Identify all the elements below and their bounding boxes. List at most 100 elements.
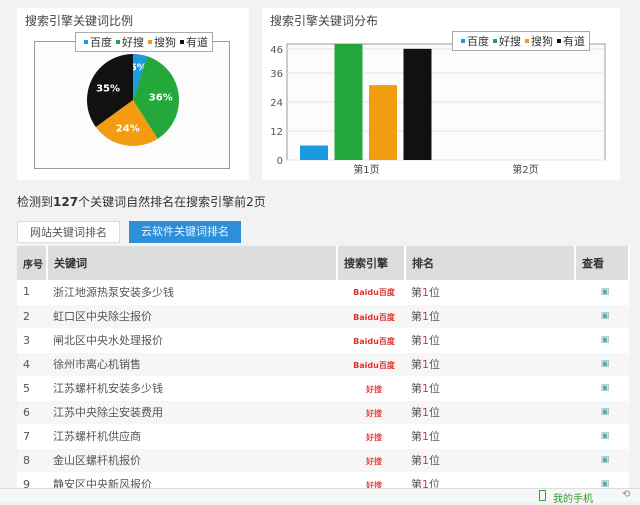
legend-marker [557, 39, 561, 43]
row-keyword: 江苏螺杆机安装多少钱 [47, 376, 337, 401]
col-view: 查看 [575, 246, 630, 280]
pie-label: 24% [116, 124, 140, 135]
row-no: 7 [17, 424, 47, 449]
legend-marker [525, 39, 529, 43]
row-rank: 第1位 [405, 352, 575, 377]
row-keyword: 闸北区中央水处理报价 [47, 328, 337, 353]
bar-好搜[interactable] [334, 44, 363, 160]
col-no: 序号 [17, 246, 48, 280]
row-no: 4 [17, 352, 47, 377]
pie-slice-3[interactable] [87, 54, 133, 128]
row-rank: 第1位 [405, 328, 575, 353]
engine-logo: 好搜 [337, 424, 405, 449]
row-keyword: 金山区螺杆机报价 [47, 448, 337, 473]
pie-slice-0[interactable] [133, 54, 148, 100]
bar-百度[interactable] [300, 145, 328, 161]
tab-cloud-keyword-rank[interactable]: 云软件关键词排名 [129, 221, 241, 243]
view-icon[interactable]: ▣ [575, 448, 629, 473]
row-rank: 第1位 [405, 448, 575, 473]
pie-label: 36% [149, 92, 173, 103]
row-no: 8 [17, 448, 47, 473]
col-rank: 排名 [405, 246, 576, 280]
pie-panel: 搜索引擎关键词比例 百度 好搜 搜狗 有道 5% 36% 24% 35% [17, 8, 249, 180]
table-row: 8 金山区螺杆机报价 好搜 第1位 ▣ [17, 448, 629, 473]
engine-logo: 好搜 [337, 448, 405, 473]
engine-logo: 好搜 [337, 400, 405, 425]
view-icon[interactable]: ▣ [575, 280, 629, 305]
engine-logo: Baidu百度 [337, 280, 405, 305]
y-tick-label: 0 [277, 156, 283, 167]
table-row: 6 江苏中央除尘安装费用 好搜 第1位 ▣ [17, 400, 629, 425]
pie-slice-2[interactable] [95, 100, 158, 146]
tab-site-keyword-rank[interactable]: 网站关键词排名 [17, 221, 120, 243]
bar-legend: 百度 好搜 搜狗 有道 [452, 31, 590, 51]
row-rank: 第1位 [405, 400, 575, 425]
legend-item[interactable]: 有道 [563, 35, 585, 48]
table-row: 2 虹口区中央除尘报价 Baidu百度 第1位 ▣ [17, 304, 629, 329]
view-icon[interactable]: ▣ [575, 328, 629, 353]
legend-item[interactable]: 百度 [90, 36, 112, 49]
y-tick-label: 36 [270, 69, 283, 80]
engine-logo: Baidu百度 [337, 304, 405, 329]
legend-item[interactable]: 搜狗 [531, 35, 553, 48]
row-no: 6 [17, 400, 47, 425]
legend-item[interactable]: 百度 [467, 35, 489, 48]
row-no: 2 [17, 304, 47, 329]
row-keyword: 虹口区中央除尘报价 [47, 304, 337, 329]
x-tick-label: 第2页 [512, 163, 538, 176]
engine-logo: 好搜 [337, 376, 405, 401]
pie-slice-1[interactable] [133, 56, 179, 139]
table-row: 3 闸北区中央水处理报价 Baidu百度 第1位 ▣ [17, 328, 629, 353]
view-icon[interactable]: ▣ [575, 376, 629, 401]
bar-title: 搜索引擎关键词分布 [270, 14, 379, 28]
pie-chart: 5% 36% 24% 35% [87, 54, 179, 146]
row-keyword: 江苏中央除尘安装费用 [47, 400, 337, 425]
keyword-table: 序号 关键词 搜索引擎 排名 查看 1 浙江地源热泵安装多少钱 Baidu百度 … [17, 246, 630, 497]
pie-label: 5% [130, 62, 147, 73]
phone-icon [539, 490, 546, 501]
legend-item[interactable]: 好搜 [122, 36, 144, 49]
legend-marker [461, 39, 465, 43]
row-keyword: 江苏螺杆机供应商 [47, 424, 337, 449]
legend-marker [148, 40, 152, 44]
legend-item[interactable]: 好搜 [499, 35, 521, 48]
bar-有道[interactable] [403, 48, 432, 161]
row-rank: 第1位 [405, 280, 575, 305]
y-tick-label: 46 [270, 45, 283, 56]
legend-marker [493, 39, 497, 43]
row-keyword: 浙江地源热泵安装多少钱 [47, 280, 337, 305]
table-row: 4 徐州市离心机销售 Baidu百度 第1位 ▣ [17, 352, 629, 377]
pie-label: 35% [96, 83, 120, 94]
view-icon[interactable]: ▣ [575, 424, 629, 449]
view-icon[interactable]: ▣ [575, 352, 629, 377]
bar-panel: 搜索引擎关键词分布 0 12 24 36 46 第1页 第2页 百度 好搜 搜狗 有道 [262, 8, 620, 180]
my-phone-link[interactable]: 我的手机 [553, 494, 593, 505]
y-tick-label: 12 [270, 127, 283, 138]
legend-marker [180, 40, 184, 44]
row-no: 5 [17, 376, 47, 401]
refresh-icon[interactable]: ⟲ [622, 489, 631, 500]
row-no: 3 [17, 328, 47, 353]
pie-title: 搜索引擎关键词比例 [25, 14, 134, 28]
table-row: 1 浙江地源热泵安装多少钱 Baidu百度 第1位 ▣ [17, 280, 629, 305]
col-keyword: 关键词 [47, 246, 338, 280]
row-rank: 第1位 [405, 424, 575, 449]
legend-marker [84, 40, 88, 44]
row-no: 1 [17, 280, 47, 305]
table-row: 5 江苏螺杆机安装多少钱 好搜 第1位 ▣ [17, 376, 629, 401]
summary-text: 检测到127个关键词自然排名在搜索引擎前2页 [17, 195, 266, 209]
pie-legend: 百度 好搜 搜狗 有道 [75, 32, 213, 52]
bar-搜狗[interactable] [369, 85, 397, 160]
row-keyword: 徐州市离心机销售 [47, 352, 337, 377]
row-rank: 第1位 [405, 304, 575, 329]
legend-item[interactable]: 有道 [186, 36, 208, 49]
view-icon[interactable]: ▣ [575, 304, 629, 329]
status-bar: 我的手机 ⟲ [0, 488, 640, 505]
engine-logo: Baidu百度 [337, 328, 405, 353]
bar-chart: 0 12 24 36 46 第1页 第2页 [270, 43, 606, 176]
view-icon[interactable]: ▣ [575, 400, 629, 425]
legend-marker [116, 40, 120, 44]
legend-item[interactable]: 搜狗 [154, 36, 176, 49]
table-row: 7 江苏螺杆机供应商 好搜 第1位 ▣ [17, 424, 629, 449]
col-engine: 搜索引擎 [337, 246, 406, 280]
